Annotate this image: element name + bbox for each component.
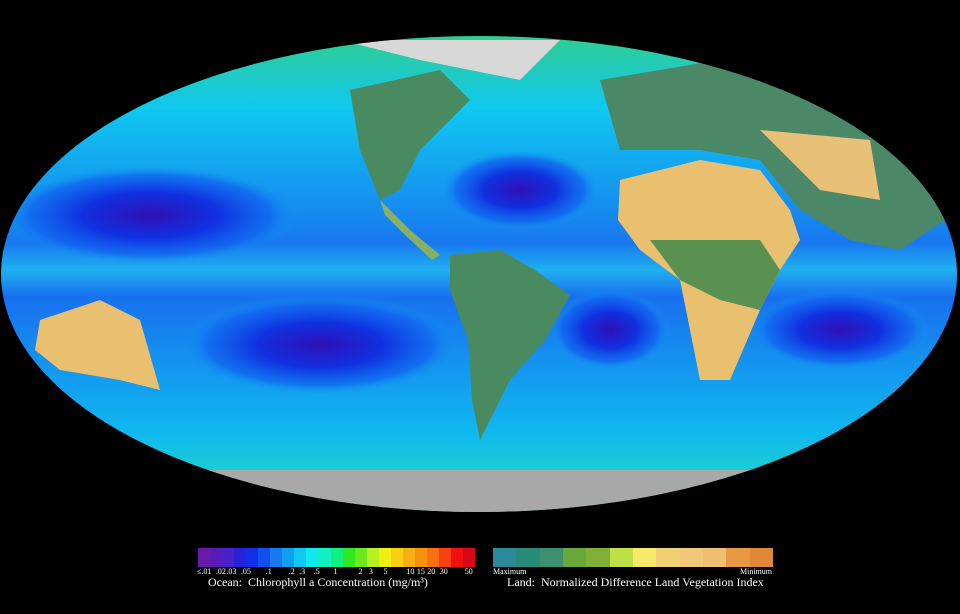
ocean-color-swatch xyxy=(306,548,319,567)
ocean-color-swatch xyxy=(438,548,451,567)
ocean-color-swatch xyxy=(390,548,403,567)
ocean-color-swatch xyxy=(246,548,259,567)
land-color-swatch xyxy=(539,548,563,567)
ocean-color-swatch xyxy=(354,548,367,567)
land-colorbar xyxy=(493,548,773,567)
ocean-color-swatch xyxy=(294,548,307,567)
land-color-swatch xyxy=(632,548,657,567)
greenland-ice xyxy=(340,40,560,80)
ocean-colorbar xyxy=(198,548,476,567)
land-color-swatch xyxy=(702,548,727,567)
land-color-swatch xyxy=(562,548,587,567)
ocean-color-swatch xyxy=(318,548,331,567)
ocean-color-swatch xyxy=(450,548,464,567)
ocean-tick-label: 10 xyxy=(406,567,415,576)
ocean-color-swatch xyxy=(366,548,379,567)
ocean-color-swatch xyxy=(270,548,283,567)
ocean-colorbar-ticks: ≤.01.02.03.05 .1 .2 .3 .5 1 2 3 5 10 15 20 30 50 xyxy=(197,567,475,579)
ocean-color-swatch xyxy=(330,548,343,567)
land-min-label: Minimum xyxy=(740,567,773,576)
ocean-tick-label: 30 xyxy=(439,567,448,576)
land-color-swatch xyxy=(749,548,773,567)
ocean-color-swatch xyxy=(402,548,415,567)
ocean-tick-label: 2 xyxy=(358,567,363,576)
ocean-color-swatch xyxy=(378,548,391,567)
north-america xyxy=(350,70,470,200)
ocean-color-swatch xyxy=(222,548,235,567)
ocean-caption-text: Chlorophyll a Concentration (mg/m³) xyxy=(247,575,428,589)
ocean-color-swatch xyxy=(426,548,439,567)
land-label: Land: xyxy=(507,575,535,589)
land-color-swatch xyxy=(516,548,540,567)
indian-ocean-gyre xyxy=(750,290,930,370)
ocean-tick-label: .02 xyxy=(215,567,226,576)
australia xyxy=(35,300,160,390)
ocean-tick-label: .03 xyxy=(226,567,237,576)
ocean-tick-label: .05 xyxy=(240,567,251,576)
ocean-tick-label: .1 xyxy=(265,567,272,576)
south-pacific-gyre xyxy=(180,295,460,395)
south-atlantic-gyre xyxy=(550,290,670,370)
land-legend-caption: Land: Normalized Difference Land Vegetat… xyxy=(507,575,764,590)
ocean-color-swatch xyxy=(258,548,271,567)
south-america xyxy=(450,250,570,440)
world-map xyxy=(1,36,957,512)
ocean-tick-label: .3 xyxy=(299,567,306,576)
central-asia-desert xyxy=(760,130,880,200)
north-pacific-gyre xyxy=(1,165,300,265)
ocean-color-swatch xyxy=(463,548,476,567)
ocean-color-swatch xyxy=(282,548,295,567)
land-max-label: Maximum xyxy=(493,567,527,576)
ocean-tick-label: 1 xyxy=(333,567,338,576)
land-color-swatch xyxy=(609,548,633,567)
ocean-legend-caption: Ocean: Chlorophyll a Concentration (mg/m… xyxy=(208,575,428,590)
map-body xyxy=(1,36,957,512)
ocean-tick-label: ≤.01 xyxy=(197,567,212,576)
north-atlantic-gyre xyxy=(440,150,600,230)
central-america xyxy=(380,200,440,260)
ocean-tick-label: .5 xyxy=(313,567,320,576)
ocean-color-swatch xyxy=(198,548,211,567)
ocean-color-swatch xyxy=(342,548,355,567)
land-color-swatch xyxy=(726,548,750,567)
ocean-tick-label: 15 xyxy=(416,567,425,576)
central-africa xyxy=(650,240,780,310)
ocean-color-swatch xyxy=(210,548,223,567)
ocean-tick-label: 5 xyxy=(383,567,388,576)
land-color-swatch xyxy=(493,548,517,567)
ocean-color-swatch xyxy=(414,548,427,567)
land-color-swatch xyxy=(679,548,703,567)
ocean-tick-label: .2 xyxy=(288,567,295,576)
ocean-tick-label: 20 xyxy=(427,567,436,576)
ocean-tick-label: 3 xyxy=(368,567,373,576)
land-color-swatch xyxy=(586,548,610,567)
ocean-label: Ocean: xyxy=(208,575,242,589)
ocean-tick-label: 50 xyxy=(464,567,473,576)
antarctica xyxy=(1,470,957,512)
ocean-color-swatch xyxy=(234,548,247,567)
land-caption-text: Normalized Difference Land Vegetation In… xyxy=(541,575,764,589)
land-color-swatch xyxy=(656,548,680,567)
